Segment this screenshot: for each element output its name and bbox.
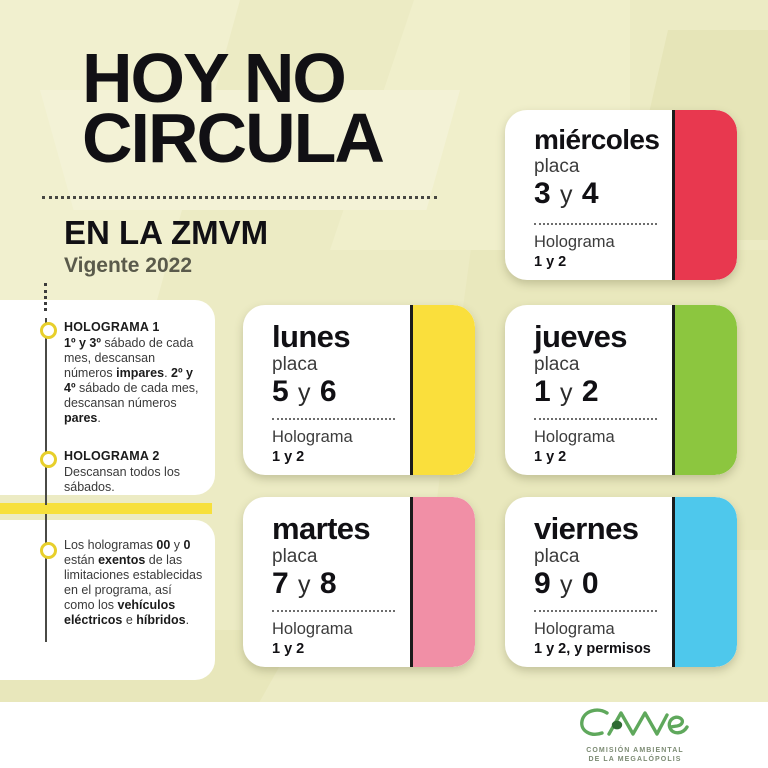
- placa-label: placa: [272, 354, 318, 375]
- came-subtitle-line-2: DE LA MEGALÓPOLIS: [588, 756, 682, 764]
- info-panel-bottom: [0, 520, 215, 680]
- placa-numbers: 7 y 8: [272, 568, 397, 600]
- placa-conjunction: y: [560, 180, 574, 209]
- holograma-extra: , y permisos: [566, 641, 651, 658]
- day-name: lunes: [272, 319, 351, 354]
- placa-digit-a: 9: [534, 566, 552, 600]
- holograma-section: Holograma 1 y 2: [534, 428, 615, 467]
- holograma-value: 1 y 2: [534, 641, 567, 658]
- holograma-label: Holograma: [534, 233, 615, 251]
- card-divider: [534, 610, 657, 612]
- holograma-value: 1 y 2: [534, 449, 567, 466]
- came-subtitle-line-1: COMISIÓN AMBIENTAL: [586, 747, 684, 754]
- holograma-value: 1 y 2: [272, 641, 305, 658]
- title-divider: [42, 196, 437, 202]
- info-body: Los hologramas 00 y 0 están exentos de l…: [64, 538, 203, 627]
- placa-digit-a: 5: [272, 374, 290, 408]
- day-name: viernes: [534, 511, 639, 546]
- info-heading: HOLOGRAMA 2: [64, 449, 160, 463]
- card-content: miércoles placa 3 y 4: [534, 124, 660, 210]
- yellow-divider-bar: [0, 503, 212, 514]
- placa-digit-b: 8: [319, 566, 338, 600]
- page-title: HOY NO CIRCULA: [82, 43, 502, 178]
- timeline-line-top: [45, 318, 47, 505]
- timeline-dot-3: [40, 542, 57, 559]
- placa-numbers: 9 y 0: [534, 568, 659, 600]
- timeline-line-bottom: [45, 514, 47, 642]
- day-card-lunes[interactable]: lunes placa 5 y 6 Holograma 1 y 2: [243, 305, 475, 475]
- card-divider: [534, 223, 657, 225]
- day-name: martes: [272, 511, 371, 546]
- came-logo: COMISIÓN AMBIENTAL DE LA MEGALÓPOLIS: [560, 706, 710, 765]
- placa-label: placa: [534, 354, 580, 375]
- holograma-section: Holograma 1 y 2: [272, 620, 353, 659]
- title-line-2: CIRCULA: [82, 99, 385, 178]
- day-card-jueves[interactable]: jueves placa 1 y 2 Holograma 1 y 2: [505, 305, 737, 475]
- holograma-label: Holograma: [272, 620, 353, 638]
- placa-conjunction: y: [298, 570, 312, 599]
- placa-conjunction: y: [560, 570, 574, 599]
- info-item-holograma-2: HOLOGRAMA 2 Descansan todos los sábados.: [64, 449, 204, 495]
- color-swatch-martes: [410, 497, 475, 667]
- timeline-dot-2: [40, 451, 57, 468]
- holograma-section: Holograma 1 y 2: [272, 428, 353, 467]
- holograma-section: Holograma 1 y 2: [534, 233, 615, 272]
- placa-conjunction: y: [298, 378, 312, 407]
- placa-digit-a: 7: [272, 566, 290, 600]
- day-card-martes[interactable]: martes placa 7 y 8 Holograma 1 y 2: [243, 497, 475, 667]
- card-divider: [534, 418, 657, 420]
- placa-digit-b: 0: [581, 566, 600, 600]
- placa-numbers: 3 y 4: [534, 178, 659, 210]
- info-item-exentos: Los hologramas 00 y 0 están exentos de l…: [64, 538, 204, 628]
- placa-digit-a: 3: [534, 176, 552, 210]
- placa-digit-b: 6: [319, 374, 338, 408]
- info-panel-top: [0, 300, 215, 495]
- card-divider: [272, 610, 395, 612]
- placa-label: placa: [272, 546, 318, 567]
- title-line-1: HOY NO: [82, 39, 347, 117]
- holograma-label: Holograma: [534, 620, 615, 638]
- placa-conjunction: y: [560, 378, 574, 407]
- card-content: lunes placa 5 y 6: [272, 321, 397, 407]
- info-body: Descansan todos los sábados.: [64, 465, 181, 494]
- color-swatch-lunes: [410, 305, 475, 475]
- day-name: miércoles: [534, 124, 660, 155]
- color-swatch-miercoles: [672, 110, 737, 280]
- holograma-value: 1 y 2: [534, 254, 567, 271]
- card-content: viernes placa 9 y 0: [534, 513, 659, 599]
- placa-label: placa: [534, 546, 580, 567]
- placa-numbers: 1 y 2: [534, 376, 659, 408]
- placa-digit-a: 1: [534, 374, 552, 408]
- info-item-holograma-1: HOLOGRAMA 1 1º y 3º sábado de cada mes, …: [64, 320, 204, 426]
- came-wordmark-icon: [580, 708, 689, 736]
- color-swatch-jueves: [672, 305, 737, 475]
- timeline-dot-1: [40, 322, 57, 339]
- placa-digit-b: 2: [581, 374, 600, 408]
- info-body: 1º y 3º sábado de cada mes, descansan nú…: [64, 336, 199, 425]
- holograma-value: 1 y 2: [272, 449, 305, 466]
- day-card-miercoles[interactable]: miércoles placa 3 y 4 Holograma 1 y 2: [505, 110, 737, 280]
- subtitle: EN LA ZMVM: [64, 214, 269, 251]
- placa-digit-b: 4: [581, 176, 600, 210]
- holograma-label: Holograma: [272, 428, 353, 446]
- main-board: HOY NO CIRCULA EN LA ZMVM Vigente 2022 H…: [0, 0, 768, 702]
- leaf-dot-icon: [611, 720, 623, 730]
- footer: COMISIÓN AMBIENTAL DE LA MEGALÓPOLIS: [0, 702, 768, 768]
- timeline-dotted-top: [44, 283, 47, 311]
- info-heading: HOLOGRAMA 1: [64, 320, 160, 334]
- holograma-label: Holograma: [534, 428, 615, 446]
- holograma-section: Holograma 1 y 2, y permisos: [534, 620, 651, 659]
- color-swatch-viernes: [672, 497, 737, 667]
- placa-label: placa: [534, 156, 580, 177]
- placa-numbers: 5 y 6: [272, 376, 397, 408]
- day-name: jueves: [534, 319, 628, 354]
- card-content: jueves placa 1 y 2: [534, 321, 659, 407]
- card-divider: [272, 418, 395, 420]
- card-content: martes placa 7 y 8: [272, 513, 397, 599]
- day-card-viernes[interactable]: viernes placa 9 y 0 Holograma 1 y 2, y p…: [505, 497, 737, 667]
- came-logo-subtitle: COMISIÓN AMBIENTAL DE LA MEGALÓPOLIS: [560, 746, 710, 765]
- validity-label: Vigente 2022: [64, 254, 193, 277]
